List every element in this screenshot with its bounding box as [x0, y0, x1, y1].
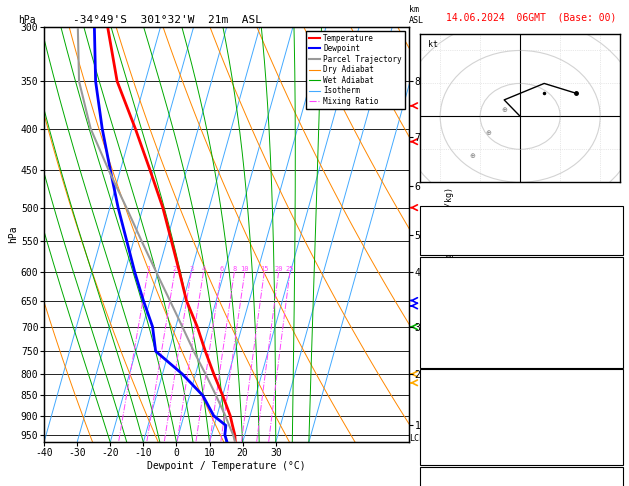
- Text: 6: 6: [219, 266, 223, 272]
- Text: 54: 54: [609, 227, 620, 236]
- Text: 15.3: 15.3: [598, 294, 620, 302]
- Text: 2.75: 2.75: [598, 243, 620, 252]
- Legend: Temperature, Dewpoint, Parcel Trajectory, Dry Adiabat, Wet Adiabat, Isotherm, Mi: Temperature, Dewpoint, Parcel Trajectory…: [306, 31, 405, 109]
- Text: θc(K): θc(K): [425, 309, 452, 318]
- Text: Totals Totals: Totals Totals: [425, 227, 495, 236]
- Text: PW (cm): PW (cm): [425, 243, 463, 252]
- Text: 322: 322: [603, 309, 620, 318]
- Y-axis label: Mixing Ratio (g/kg): Mixing Ratio (g/kg): [445, 187, 454, 282]
- Text: 8: 8: [232, 266, 237, 272]
- Text: 10: 10: [240, 266, 249, 272]
- Text: Surface: Surface: [503, 262, 540, 271]
- Text: 4: 4: [201, 266, 206, 272]
- Text: kt: kt: [428, 40, 438, 49]
- Text: © weatheronline.co.uk: © weatheronline.co.uk: [470, 471, 574, 480]
- Text: 14.06.2024  06GMT  (Base: 00): 14.06.2024 06GMT (Base: 00): [447, 12, 616, 22]
- Text: 17.8: 17.8: [598, 278, 620, 287]
- Text: 422: 422: [603, 356, 620, 364]
- Text: 585: 585: [603, 437, 620, 446]
- Text: ⊕: ⊕: [485, 130, 491, 136]
- Text: -34°49'S  301°32'W  21m  ASL: -34°49'S 301°32'W 21m ASL: [73, 15, 262, 25]
- Text: 925: 925: [603, 391, 620, 399]
- Text: 15: 15: [260, 266, 269, 272]
- Text: Temp (°C): Temp (°C): [425, 278, 474, 287]
- Text: hPa: hPa: [18, 15, 36, 25]
- Text: LCL: LCL: [409, 434, 424, 443]
- Text: km
ASL: km ASL: [409, 5, 424, 25]
- Text: CAPE (J): CAPE (J): [425, 340, 468, 349]
- Text: CIN (J): CIN (J): [425, 356, 463, 364]
- Text: θc (K): θc (K): [425, 406, 457, 415]
- X-axis label: Dewpoint / Temperature (°C): Dewpoint / Temperature (°C): [147, 461, 306, 470]
- Text: K: K: [425, 212, 431, 221]
- Text: 29: 29: [609, 212, 620, 221]
- Text: Lifted Index: Lifted Index: [425, 325, 490, 333]
- Text: 20: 20: [274, 266, 283, 272]
- Text: CIN (J): CIN (J): [425, 453, 463, 462]
- Text: 25: 25: [286, 266, 294, 272]
- Text: 1: 1: [614, 325, 620, 333]
- Text: 96: 96: [609, 340, 620, 349]
- Text: Lifted Index: Lifted Index: [425, 422, 490, 431]
- Y-axis label: hPa: hPa: [8, 226, 18, 243]
- Text: 1: 1: [146, 266, 150, 272]
- Text: ⊕: ⊕: [501, 107, 507, 113]
- Text: Dewp (°C): Dewp (°C): [425, 294, 474, 302]
- Text: 327: 327: [603, 406, 620, 415]
- Text: CAPE (J): CAPE (J): [425, 437, 468, 446]
- Text: -3: -3: [609, 422, 620, 431]
- Text: 56: 56: [609, 453, 620, 462]
- Text: Most Unstable: Most Unstable: [487, 375, 557, 384]
- Text: 3: 3: [189, 266, 193, 272]
- Text: ⊕: ⊕: [469, 153, 475, 159]
- Text: Pressure (mb): Pressure (mb): [425, 391, 495, 399]
- Text: Hodograph: Hodograph: [498, 472, 546, 481]
- Text: 2: 2: [172, 266, 177, 272]
